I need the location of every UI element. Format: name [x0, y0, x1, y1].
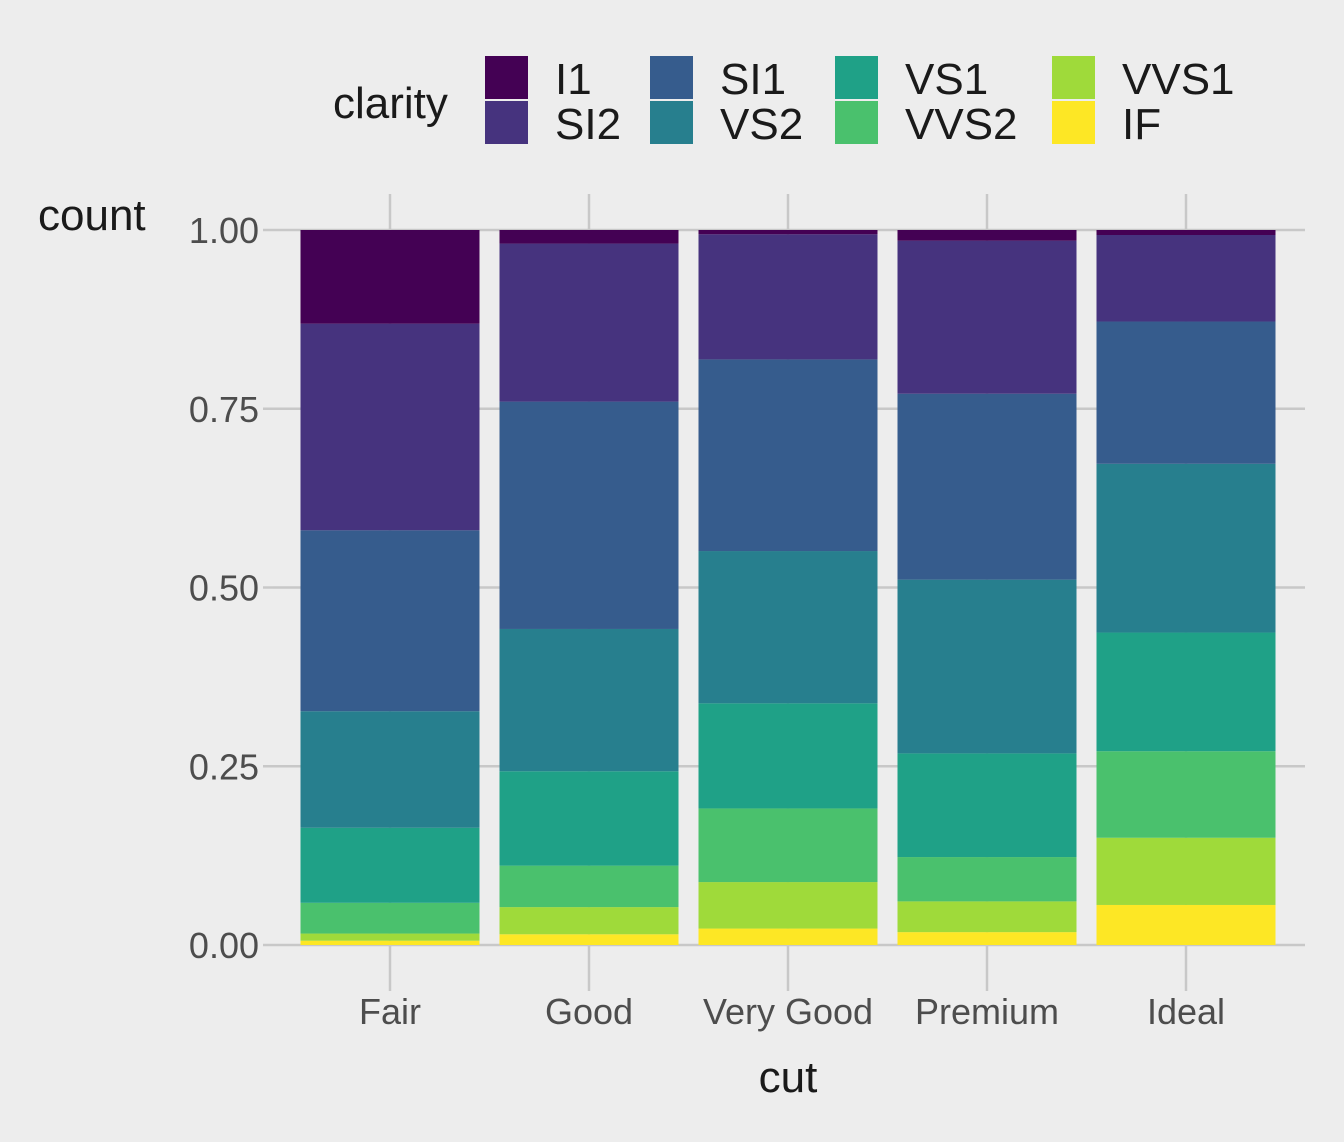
legend-item-si1: SI1	[650, 55, 786, 104]
bar-segment-vs2	[897, 579, 1077, 754]
bar-segment-vvs2	[698, 808, 878, 883]
bar-segment-vvs2	[499, 865, 679, 908]
bar-segment-vvs2	[897, 857, 1077, 902]
legend-label: I1	[555, 55, 592, 104]
y-tick-label: 0.25	[189, 746, 259, 787]
bar-segment-vvs1	[300, 933, 480, 941]
legend-key	[485, 101, 528, 144]
bar-segment-vs1	[300, 827, 480, 903]
y-tick-label: 0.00	[189, 925, 259, 966]
legend-key	[650, 56, 693, 99]
legend-item-if: IF	[1052, 100, 1161, 149]
legend-label: VVS2	[905, 100, 1018, 149]
legend-item-vvs2: VVS2	[835, 100, 1018, 149]
legend-title: clarity	[333, 79, 448, 128]
bar-segment-vvs1	[1096, 837, 1276, 905]
legend-item-vs2: VS2	[650, 100, 803, 149]
bar-segment-i1	[300, 230, 480, 324]
legend-key	[1052, 101, 1095, 144]
legend-label: SI2	[555, 100, 621, 149]
bar-segment-si2	[499, 243, 679, 402]
bar-segment-si2	[698, 234, 878, 360]
legend-item-i1: I1	[485, 55, 592, 104]
bars	[300, 230, 1276, 945]
bar-segment-si1	[1096, 321, 1276, 464]
bar-segment-vvs1	[897, 901, 1077, 933]
legend-key	[650, 101, 693, 144]
bar-segment-i1	[897, 230, 1077, 241]
bar-segment-vs1	[499, 771, 679, 866]
bar-segment-vvs1	[499, 907, 679, 935]
y-tick-label: 0.75	[189, 389, 259, 430]
x-tick-label: Ideal	[1147, 991, 1225, 1032]
bar-segment-si1	[897, 393, 1077, 580]
x-tick-label: Very Good	[703, 991, 873, 1032]
y-tick-label: 1.00	[189, 210, 259, 251]
bar-segment-vs2	[499, 628, 679, 772]
bar-segment-if	[897, 932, 1077, 945]
legend-item-vvs1: VVS1	[1052, 55, 1235, 104]
x-axis-title: cut	[759, 1053, 818, 1102]
bar-segment-si2	[1096, 235, 1276, 322]
bar-segment-if	[300, 940, 480, 945]
y-tick-label: 0.50	[189, 568, 259, 609]
bar-segment-if	[698, 928, 878, 945]
bar-segment-vs1	[897, 753, 1077, 858]
x-axis-ticks: Fair Good Very Good Premium Ideal	[359, 981, 1225, 1032]
legend-item-vs1: VS1	[835, 55, 988, 104]
legend-label: SI1	[720, 55, 786, 104]
bar-segment-if	[499, 934, 679, 945]
y-axis-ticks: 0.00 0.25 0.50 0.75 1.00	[189, 210, 273, 966]
bar-segment-si1	[698, 359, 878, 552]
bar-segment-vvs1	[698, 882, 878, 929]
bar-segment-vs2	[300, 711, 480, 828]
legend-label: VVS1	[1122, 55, 1235, 104]
bar-segment-vvs2	[300, 902, 480, 934]
legend-key	[835, 56, 878, 99]
x-tick-label: Fair	[359, 991, 421, 1032]
bar-segment-if	[1096, 904, 1276, 945]
x-tick-label: Premium	[915, 991, 1059, 1032]
bar-segment-si2	[300, 323, 480, 531]
legend-item-si2: SI2	[485, 100, 621, 149]
legend-key	[835, 101, 878, 144]
bar-segment-vs2	[698, 551, 878, 704]
bar-segment-si2	[897, 240, 1077, 394]
bar-segment-si1	[499, 401, 679, 629]
bar-segment-vs2	[1096, 463, 1276, 633]
legend-label: VS1	[905, 55, 988, 104]
legend-label: IF	[1122, 100, 1161, 149]
bar-segment-i1	[499, 230, 679, 244]
bar-segment-vvs2	[1096, 751, 1276, 838]
x-tick-label: Good	[545, 991, 633, 1032]
bar-segment-i1	[1096, 230, 1276, 236]
legend-key	[1052, 56, 1095, 99]
bar-segment-vs1	[1096, 632, 1276, 752]
bar-segment-vs1	[698, 703, 878, 809]
y-axis-title: count	[38, 191, 146, 240]
legend-key	[485, 56, 528, 99]
bar-segment-si1	[300, 530, 480, 712]
bar-segment-i1	[698, 230, 878, 235]
legend-label: VS2	[720, 100, 803, 149]
